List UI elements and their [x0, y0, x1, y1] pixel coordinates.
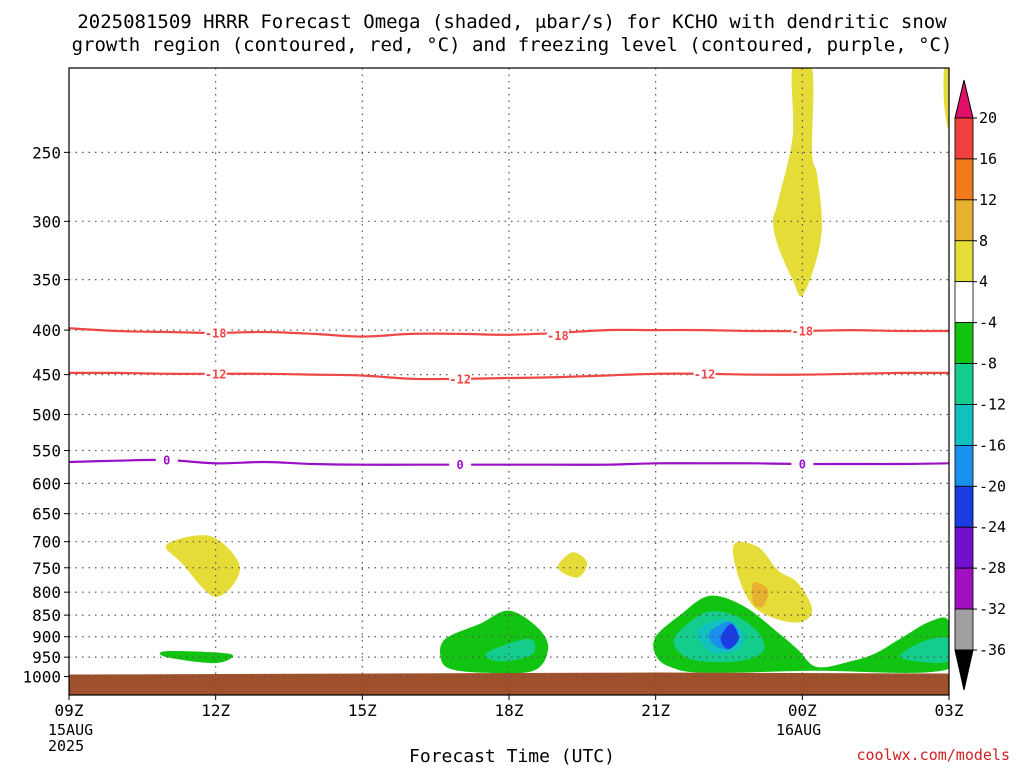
contour-label: -12 [205, 367, 227, 381]
omega-region-8 [751, 582, 769, 608]
omega-region-4 [165, 535, 241, 597]
colorbar-band [954, 322, 974, 364]
omega-region-neg8 [485, 638, 536, 662]
omega-region-4 [732, 541, 813, 623]
colorbar-tick-label: -16 [979, 436, 1006, 454]
colorbar-tick-label: -4 [979, 314, 997, 332]
colorbar-band [954, 404, 974, 446]
y-tick-label: 350 [32, 271, 61, 290]
y-tick-label: 1000 [22, 668, 61, 687]
site-credit[interactable]: coolwx.com/models [856, 746, 1010, 764]
contour-label-bg [204, 325, 227, 340]
colorbar-band [954, 240, 974, 283]
colorbar-tick-label: 4 [979, 273, 988, 291]
y-tick-label: 400 [32, 321, 61, 340]
y-tick-label: 500 [32, 405, 61, 424]
y-tick-label: 700 [32, 533, 61, 552]
y-tick-label: 300 [32, 212, 61, 231]
colorbar-band [954, 567, 974, 610]
colorbar-tick-label: -12 [979, 395, 1006, 413]
contour-label: -12 [449, 372, 471, 386]
contour-label: -18 [791, 325, 813, 339]
x-tick-label: 21Z [641, 701, 670, 720]
contour-label-bg [449, 371, 472, 386]
contour-label: -12 [694, 367, 716, 381]
x-axis-label: Forecast Time (UTC) [409, 746, 615, 767]
colorbar-band [954, 526, 974, 569]
contour-label: 0 [799, 458, 806, 472]
y-tick-label: 250 [32, 143, 61, 162]
x-date-label-start-year: 2025 [48, 737, 85, 755]
terrain-below-ground [69, 672, 949, 695]
colorbar-tick-label: -20 [979, 477, 1006, 495]
colorbar-tick-label: 16 [979, 150, 997, 168]
contour-label: 0 [456, 458, 463, 472]
colorbar-tick-label: -32 [979, 600, 1006, 618]
colorbar-band [954, 158, 974, 201]
omega-region-4 [773, 68, 822, 297]
x-tick-label: 03Z [935, 701, 964, 720]
colorbar-band [954, 117, 974, 160]
colorbar-band [954, 363, 974, 405]
omega-region-neg8 [899, 637, 949, 663]
y-tick-label: 750 [32, 559, 61, 578]
colorbar-tick-label: -28 [979, 559, 1006, 577]
y-tick-label: 650 [32, 505, 61, 524]
colorbar-tick-label: 12 [979, 191, 997, 209]
omega-region-4 [943, 68, 949, 131]
colorbar-band [954, 281, 974, 324]
colorbar-tick-label: 8 [979, 232, 988, 250]
contour-label-bg [155, 453, 178, 468]
contour-label-bg [693, 366, 716, 381]
omega-region-neg4 [159, 650, 233, 664]
colorbar-band [954, 444, 974, 487]
contour-label: 0 [163, 454, 170, 468]
colorbar-tick-label: -36 [979, 641, 1006, 659]
y-tick-label: 800 [32, 583, 61, 602]
y-tick-label: 450 [32, 366, 61, 385]
x-tick-label: 18Z [495, 701, 524, 720]
x-date-label-16aug-day: 16AUG [776, 721, 822, 739]
colorbar-band [954, 199, 974, 242]
x-tick-label: 12Z [201, 701, 230, 720]
contour-label: -18 [205, 326, 227, 340]
colorbar-min-arrow [954, 649, 974, 691]
contour-label-bg [791, 324, 814, 339]
colorbar-tick-label: -24 [979, 518, 1006, 536]
contour-label: -18 [547, 329, 569, 343]
contour-label-bg [449, 457, 472, 472]
colorbar-tick-label: 20 [979, 109, 997, 127]
y-tick-label: 950 [32, 648, 61, 667]
x-date-label-start: 15AUG 2025 [48, 722, 93, 754]
omega-region-neg20 [720, 623, 739, 650]
colorbar-tick-label: -8 [979, 355, 997, 373]
y-tick-label: 550 [32, 442, 61, 461]
colorbar-max-arrow [954, 79, 974, 119]
x-date-label-16aug: 16AUG [776, 722, 821, 738]
chart-title-line-2: growth region (contoured, red, °C) and f… [71, 34, 953, 56]
omega-region-4 [557, 552, 588, 578]
x-date-label-start-day: 15AUG [48, 721, 94, 739]
y-tick-label: 850 [32, 606, 61, 625]
colorbar-band [954, 485, 974, 528]
chart-title-line-1: 2025081509 HRRR Forecast Omega (shaded, … [77, 11, 947, 33]
x-tick-label: 00Z [788, 701, 817, 720]
contour-label-bg [546, 328, 569, 343]
contour-label-bg [204, 366, 227, 381]
y-tick-label: 900 [32, 628, 61, 647]
contour-line-0 [69, 458, 949, 466]
x-tick-label: 15Z [348, 701, 377, 720]
x-tick-label: 09Z [55, 701, 84, 720]
colorbar-band [954, 608, 974, 651]
contour-label-bg [791, 457, 814, 472]
y-tick-label: 600 [32, 474, 61, 493]
